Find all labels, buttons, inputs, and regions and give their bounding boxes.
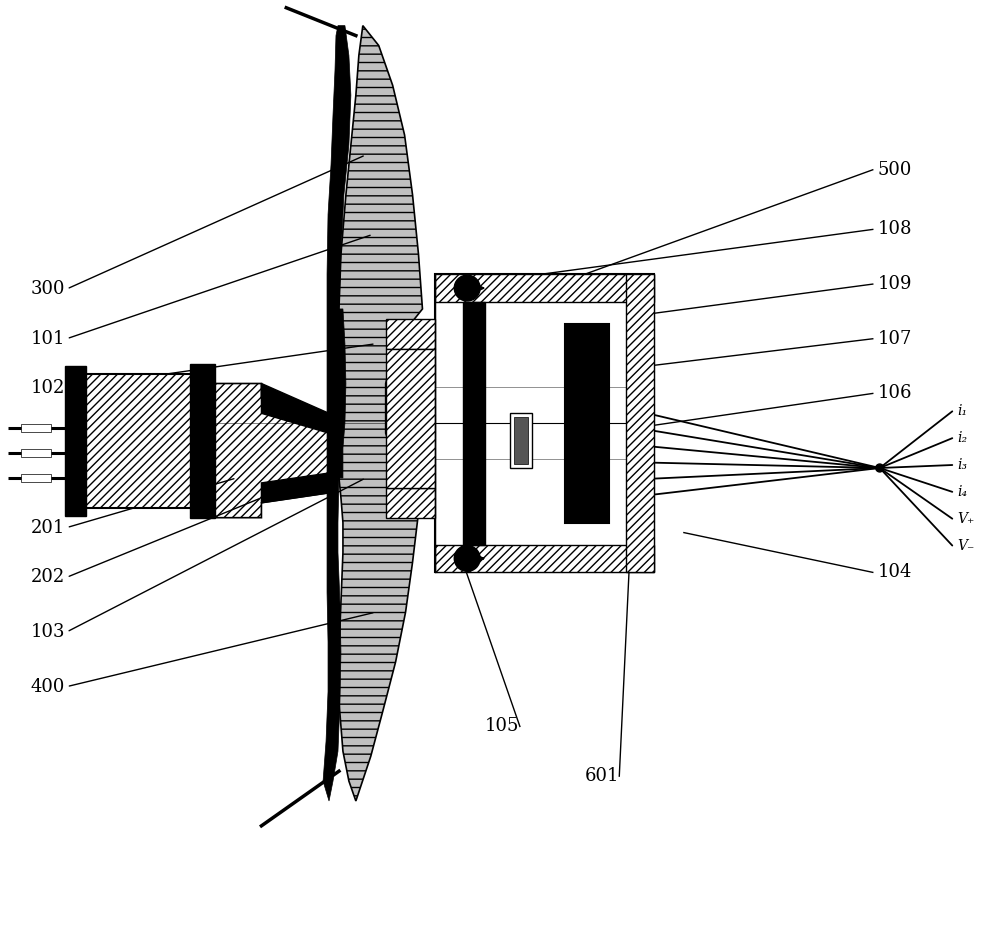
Bar <box>435 274 654 302</box>
Text: 101: 101 <box>31 329 65 348</box>
Text: 103: 103 <box>31 623 65 641</box>
Text: 400: 400 <box>31 677 65 696</box>
Text: i₁: i₁ <box>957 404 967 418</box>
Text: 300: 300 <box>31 280 65 298</box>
Polygon shape <box>386 349 435 488</box>
Text: i₂: i₂ <box>957 431 967 445</box>
Circle shape <box>454 275 480 301</box>
Bar <box>65 366 86 516</box>
Polygon shape <box>261 383 329 433</box>
Text: 104: 104 <box>878 564 912 581</box>
Bar <box>435 274 654 572</box>
Bar <box>21 425 51 432</box>
Text: i₄: i₄ <box>957 485 967 499</box>
Bar <box>463 302 485 545</box>
Text: 601: 601 <box>584 767 619 786</box>
Bar <box>626 274 654 572</box>
Bar <box>190 364 215 518</box>
Polygon shape <box>386 319 435 349</box>
Polygon shape <box>339 25 422 801</box>
Text: 500: 500 <box>878 160 912 179</box>
Polygon shape <box>190 383 339 518</box>
Text: i₃: i₃ <box>957 458 967 472</box>
Bar <box>21 474 51 482</box>
Text: 105: 105 <box>485 717 519 735</box>
Bar <box>21 449 51 457</box>
Bar <box>510 413 532 468</box>
Text: 102: 102 <box>31 380 65 397</box>
Text: V₊: V₊ <box>957 511 975 525</box>
Text: 107: 107 <box>878 329 912 348</box>
Circle shape <box>454 546 480 571</box>
Polygon shape <box>386 488 435 518</box>
Polygon shape <box>323 25 351 801</box>
Polygon shape <box>261 473 329 503</box>
Text: 108: 108 <box>878 220 912 239</box>
Text: 106: 106 <box>878 384 912 402</box>
Bar <box>435 545 654 572</box>
Text: 201: 201 <box>31 519 65 536</box>
Bar <box>565 324 609 522</box>
Bar <box>83 373 192 508</box>
Text: V₋: V₋ <box>957 538 975 552</box>
Bar <box>514 417 528 464</box>
Text: 202: 202 <box>31 568 65 586</box>
Text: 109: 109 <box>878 275 912 293</box>
Circle shape <box>876 464 884 472</box>
